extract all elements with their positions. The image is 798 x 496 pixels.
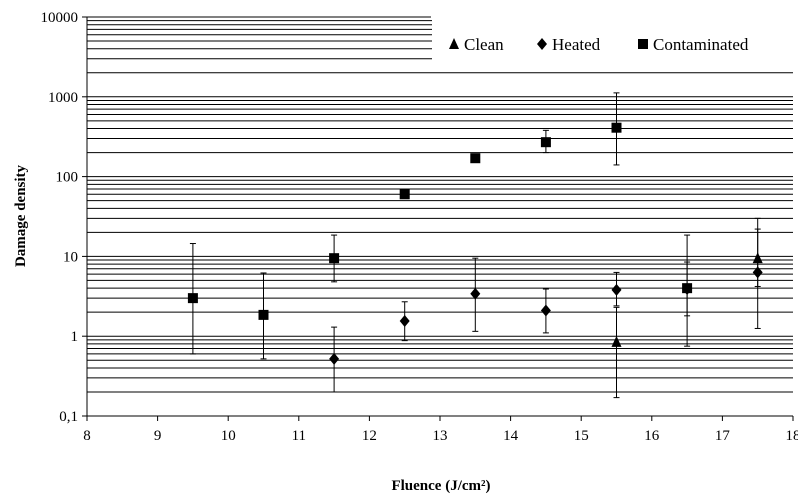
legend-label-heated: Heated (552, 35, 601, 54)
x-tick-label: 10 (221, 428, 236, 444)
legend-background (432, 15, 793, 60)
x-tick-label: 15 (574, 428, 589, 444)
marker-contaminated (470, 153, 481, 164)
marker-contaminated (540, 137, 551, 148)
y-tick-label: 100 (56, 170, 79, 186)
x-tick-labels: 8 9 10 11 12 13 14 15 16 17 18 (83, 428, 798, 444)
marker-contaminated (682, 283, 693, 294)
marker-heated (470, 287, 481, 300)
y-axis-title: Damage density (13, 164, 29, 267)
x-tick-label: 14 (503, 428, 519, 444)
marker-clean (611, 335, 622, 347)
y-tick-label: 1000 (48, 90, 78, 106)
x-tick-label: 13 (433, 428, 448, 444)
legend: Clean Heated Contaminated (449, 35, 749, 54)
legend-marker-contaminated (638, 39, 648, 49)
y-tick-label: 10 (63, 249, 78, 265)
x-axis-title: Fluence (J/cm²) (391, 478, 490, 494)
legend-marker-clean (449, 38, 459, 49)
marker-heated (540, 304, 551, 317)
axes (82, 16, 794, 421)
marker-contaminated (611, 122, 622, 133)
marker-contaminated (329, 253, 340, 264)
x-tick-label: 16 (644, 428, 660, 444)
legend-panel (432, 15, 793, 60)
marker-heated (329, 352, 340, 365)
marker-heated (399, 315, 410, 328)
marker-clean (752, 252, 763, 264)
x-tick-label: 8 (83, 428, 91, 444)
legend-marker-heated (537, 38, 547, 50)
marker-contaminated (258, 309, 269, 320)
marker-contaminated (187, 293, 198, 304)
marker-heated (611, 283, 622, 296)
x-tick-label: 11 (292, 428, 306, 444)
marker-heated (752, 266, 763, 279)
legend-label-contaminated: Contaminated (653, 35, 749, 54)
y-tick-label: 0,1 (59, 409, 78, 425)
y-tick-label: 10000 (41, 10, 79, 26)
x-tick-label: 12 (362, 428, 377, 444)
x-tick-label: 9 (154, 428, 162, 444)
data-markers (187, 122, 763, 365)
x-tick-label: 18 (786, 428, 798, 444)
x-tick-label: 17 (715, 428, 731, 444)
y-tick-labels: 0,1 1 10 100 1000 10000 (41, 10, 79, 425)
y-tick-label: 1 (71, 329, 79, 345)
legend-label-clean: Clean (464, 35, 504, 54)
marker-contaminated (399, 189, 410, 200)
